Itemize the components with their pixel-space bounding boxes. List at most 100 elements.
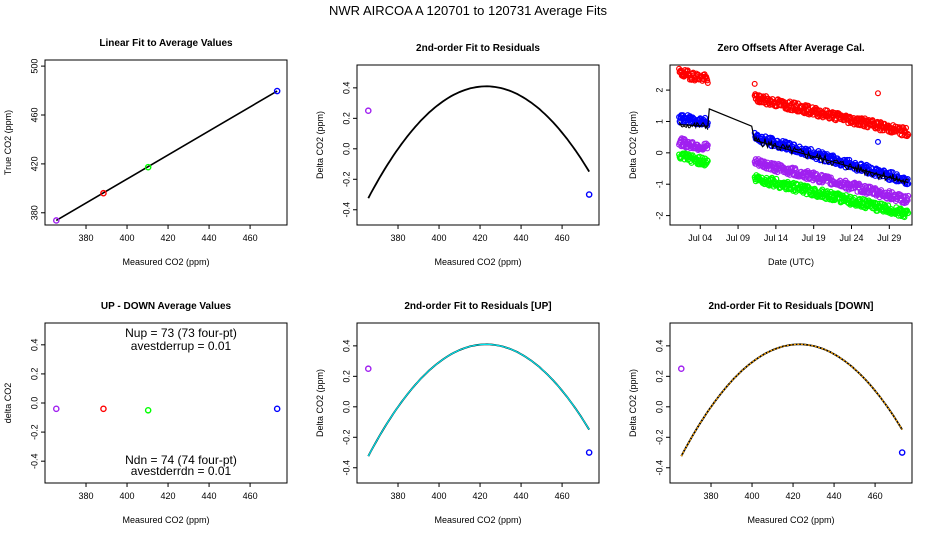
plot-frame <box>669 64 913 226</box>
series-point-red <box>704 77 711 84</box>
series-point-red <box>751 80 758 87</box>
data-point <box>364 365 372 373</box>
data-point <box>52 217 60 224</box>
series-point-blue <box>874 138 881 145</box>
y-tick-label: 0.2 <box>341 112 351 125</box>
x-tick-label: 440 <box>514 233 529 243</box>
y-tick-label: 0.0 <box>341 401 351 414</box>
plot-p2: 2nd-order Fit to Residuals Measured CO2 (… <box>315 43 600 267</box>
y-tick-label: 0.2 <box>341 370 351 383</box>
x-tick-label: 460 <box>868 491 883 501</box>
series-point-blue <box>807 146 814 153</box>
x-tick-label: 420 <box>473 233 488 243</box>
y-tick-label: 380 <box>29 205 39 220</box>
plot-p4: UP - DOWN Average Values Measured CO2 (pp… <box>3 301 288 525</box>
y-tick-label: 0.0 <box>29 397 39 410</box>
y-tick-label: -0.2 <box>341 430 351 446</box>
data-point <box>52 405 60 413</box>
series-point-green <box>696 153 703 160</box>
plot-title: 2nd-order Fit to Residuals [UP] <box>404 301 551 312</box>
data-point <box>585 449 593 456</box>
y-tick-label: 0 <box>654 150 664 155</box>
x-axis-label: Measured CO2 (ppm) <box>747 515 834 525</box>
y-tick-label: -0.2 <box>29 424 39 440</box>
fit-curve <box>367 343 590 457</box>
x-tick-label: Jul 29 <box>877 233 901 243</box>
series-point-purple <box>886 188 893 195</box>
plot-area <box>367 343 590 457</box>
y-axis-label: Delta CO2 (ppm) <box>315 369 325 437</box>
series-point-green <box>901 214 908 221</box>
x-tick-label: Jul 09 <box>726 233 750 243</box>
series-point-blue <box>905 180 912 187</box>
stats-annotation: Ndn = 74 (74 four-pt) <box>125 453 237 467</box>
stats-annotation: avestderrup = 0.01 <box>131 339 232 353</box>
series-point-blue <box>702 114 709 121</box>
plot-p3: Zero Offsets After Average Cal. Date (UTC… <box>628 43 913 267</box>
plot-title: UP - DOWN Average Values <box>101 301 232 312</box>
y-tick-label: 460 <box>29 107 39 122</box>
y-tick-label: -2 <box>654 212 664 220</box>
x-axis-label: Measured CO2 (ppm) <box>434 515 521 525</box>
x-tick-label: 420 <box>473 491 488 501</box>
series-point-purple <box>813 170 820 177</box>
x-axis-label: Measured CO2 (ppm) <box>122 515 209 525</box>
x-tick-label: Jul 19 <box>802 233 826 243</box>
data-point <box>898 449 906 456</box>
plot-p1: Linear Fit to Average Values Measured CO2… <box>3 38 288 267</box>
x-tick-label: 460 <box>555 491 570 501</box>
series-point-green <box>905 210 912 217</box>
series-point-purple <box>704 142 711 149</box>
y-tick-label: -0.4 <box>654 460 664 476</box>
fit-curve <box>680 343 903 457</box>
stats-annotation: avestderrdn = 0.01 <box>131 464 232 478</box>
y-tick-label: 0.4 <box>654 340 664 353</box>
data-point <box>677 365 685 373</box>
y-tick-label: 2 <box>654 88 664 93</box>
data-point <box>364 107 372 115</box>
plot-area <box>676 65 912 221</box>
x-tick-label: 380 <box>391 491 406 501</box>
y-axis-label: delta CO2 <box>3 383 13 424</box>
data-point <box>273 87 281 95</box>
x-tick-label: 380 <box>704 491 719 501</box>
y-tick-label: -1 <box>654 180 664 188</box>
data-point <box>100 189 107 197</box>
series-point-purple <box>704 145 711 152</box>
offset-line-detail <box>754 135 909 186</box>
plot-title: 2nd-order Fit to Residuals [DOWN] <box>709 301 874 312</box>
stats-annotation: Nup = 73 (73 four-pt) <box>125 326 237 340</box>
fit-curve-overlay <box>680 343 903 457</box>
plot-area <box>680 343 903 457</box>
y-tick-label: 0.2 <box>654 370 664 383</box>
x-tick-label: 440 <box>202 491 217 501</box>
y-tick-label: -0.4 <box>29 453 39 469</box>
series-point-red <box>874 90 881 97</box>
y-tick-label: 0.0 <box>341 143 351 156</box>
x-tick-label: 400 <box>745 491 760 501</box>
x-axis-label: Measured CO2 (ppm) <box>434 257 521 267</box>
x-tick-label: 420 <box>161 491 176 501</box>
plot-area <box>55 90 278 222</box>
fit-line <box>55 90 278 222</box>
figure-title: NWR AIRCOA A 120701 to 120731 Average Fi… <box>329 3 607 18</box>
plot-frame <box>669 322 913 484</box>
x-tick-label: 380 <box>79 233 94 243</box>
y-tick-label: -0.2 <box>341 172 351 188</box>
plot-title: 2nd-order Fit to Residuals <box>416 43 540 54</box>
x-tick-label: 440 <box>827 491 842 501</box>
x-tick-label: 460 <box>555 233 570 243</box>
series-point-purple <box>905 192 912 199</box>
x-tick-label: 420 <box>161 233 176 243</box>
y-tick-label: 500 <box>29 59 39 74</box>
data-point <box>144 406 152 414</box>
series-point-red <box>903 124 910 131</box>
plot-title: Zero Offsets After Average Cal. <box>717 43 864 54</box>
x-tick-label: 460 <box>243 233 258 243</box>
x-tick-label: 420 <box>786 491 801 501</box>
y-tick-label: -0.4 <box>341 202 351 218</box>
plot-title: Linear Fit to Average Values <box>99 38 233 49</box>
x-tick-label: 440 <box>202 233 217 243</box>
x-tick-label: 400 <box>432 491 447 501</box>
